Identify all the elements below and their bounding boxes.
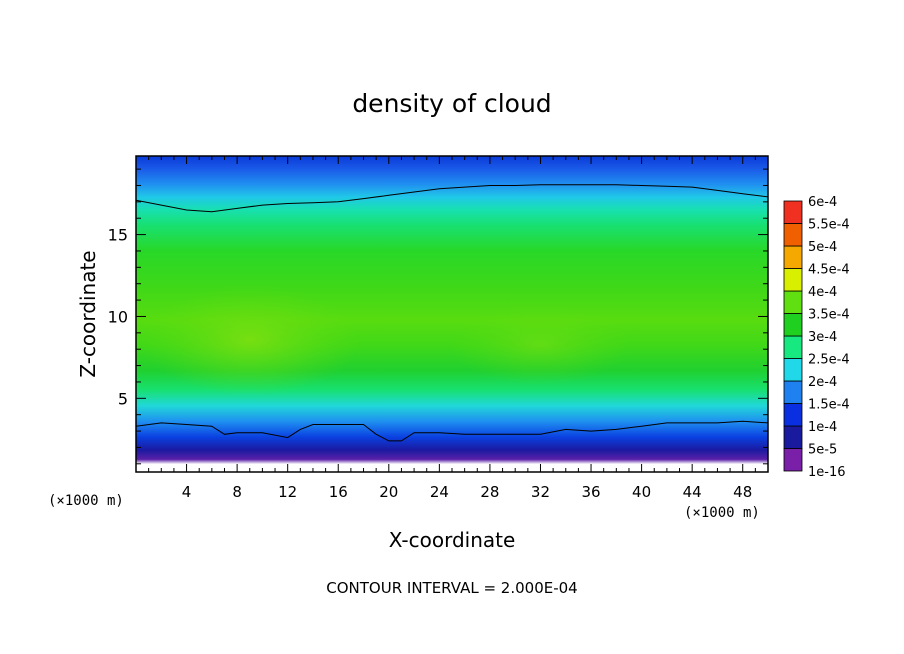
- colorbar-swatch: [783, 313, 803, 337]
- y-tick-label: 15: [108, 226, 128, 245]
- x-tick-label: 24: [430, 483, 449, 501]
- colorbar-label: 5e-5: [808, 443, 837, 458]
- x-tick-label: 12: [278, 483, 297, 501]
- x-unit-right: (×1000 m): [684, 505, 760, 521]
- x-tick-label: 36: [581, 483, 600, 501]
- chart-title: density of cloud: [352, 89, 551, 118]
- colorbar-label: 2e-4: [808, 375, 837, 390]
- colorbar-label: 6e-4: [808, 195, 837, 210]
- contour-interval-note: CONTOUR INTERVAL = 2.000E-04: [326, 579, 577, 597]
- colorbar-swatch: [783, 448, 803, 472]
- x-tick-label: 4: [182, 483, 192, 501]
- colorbar-swatch: [783, 245, 803, 269]
- y-tick-label: 5: [118, 389, 128, 408]
- x-tick-label: 20: [379, 483, 398, 501]
- colorbar-label: 2.5e-4: [808, 353, 850, 368]
- colorbar-label: 3e-4: [808, 330, 837, 345]
- contour-line-1: [136, 184, 768, 213]
- colorbar-swatch: [783, 290, 803, 314]
- colorbar-label: 4e-4: [808, 285, 837, 300]
- colorbar-swatch: [783, 380, 803, 404]
- x-tick-label: 28: [480, 483, 499, 501]
- x-axis-label: X-coordinate: [389, 528, 516, 552]
- density-core-right: [450, 305, 630, 385]
- colorbar-swatch: [783, 335, 803, 359]
- x-tick-label: 40: [632, 483, 651, 501]
- x-tick-label: 8: [232, 483, 242, 501]
- colorbar-swatch: [783, 403, 803, 427]
- colorbar-label: 1.5e-4: [808, 398, 850, 413]
- x-unit-left: (×1000 m): [48, 493, 124, 509]
- x-tick-label: 44: [683, 483, 702, 501]
- y-axis-label: Z-coordinate: [76, 250, 100, 377]
- x-tick-label: 16: [329, 483, 348, 501]
- colorbar-label: 3.5e-4: [808, 308, 850, 323]
- colorbar-swatch: [783, 425, 803, 449]
- colorbar-label: 5.5e-4: [808, 218, 850, 233]
- colorbar-label: 1e-4: [808, 420, 837, 435]
- x-tick-label: 32: [531, 483, 550, 501]
- x-tick-label: 48: [733, 483, 752, 501]
- colorbar-label: 1e-16: [808, 465, 846, 480]
- contour-line-2: [136, 420, 768, 442]
- density-core-left: [140, 285, 360, 395]
- colorbar-swatch: [783, 200, 803, 224]
- colorbar-swatch: [783, 358, 803, 382]
- colorbar-swatch: [783, 223, 803, 247]
- colorbar-label: 5e-4: [808, 240, 837, 255]
- colorbar-swatch: [783, 268, 803, 292]
- y-tick-label: 10: [108, 307, 128, 326]
- colorbar-label: 4.5e-4: [808, 263, 850, 278]
